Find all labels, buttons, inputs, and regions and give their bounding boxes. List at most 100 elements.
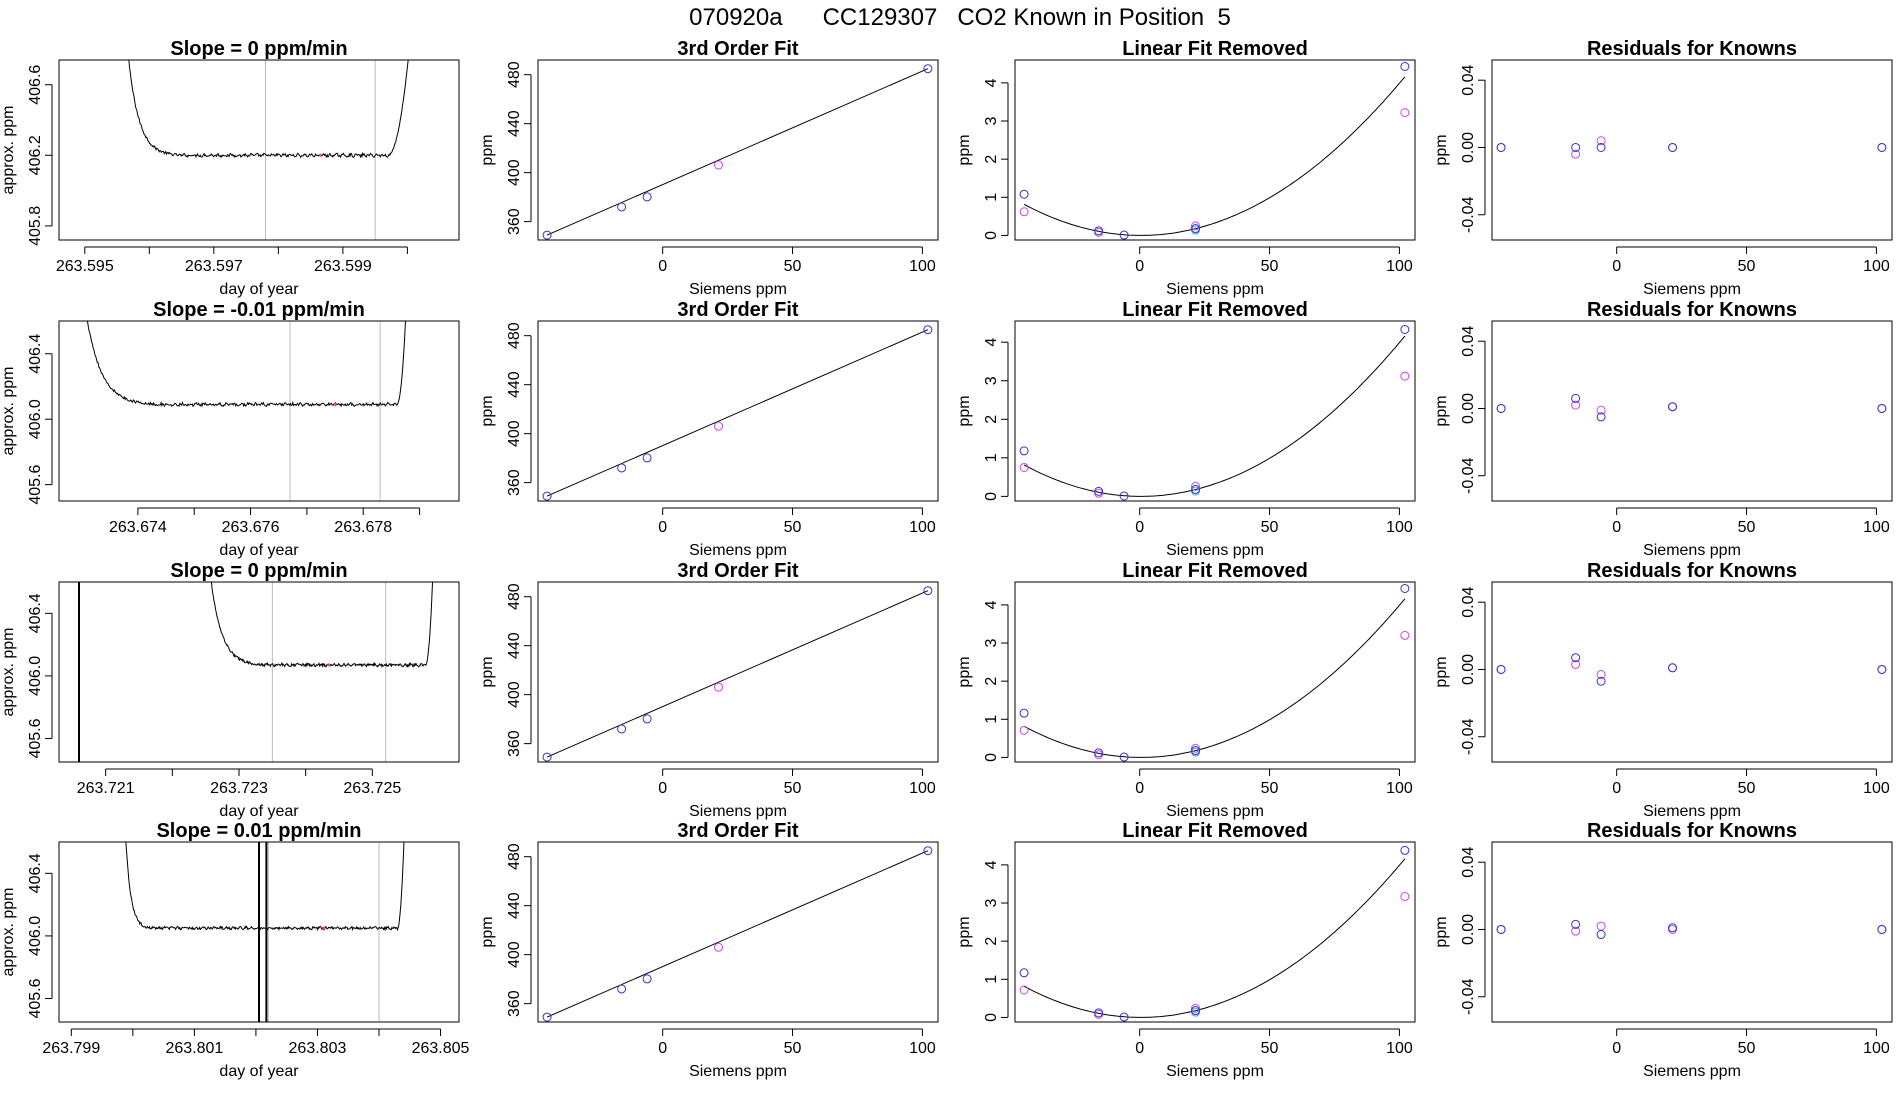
quadratic-curve: [1023, 858, 1406, 1018]
fit-line: [546, 68, 929, 236]
x-axis-label: day of year: [219, 542, 299, 559]
panel-title: Residuals for Knowns: [1587, 299, 1797, 321]
y-tick-label: 0: [983, 231, 1000, 240]
y-tick-label: 406.2: [27, 135, 44, 175]
y-tick-label: 360: [506, 990, 523, 1017]
plot-area: [1019, 324, 1410, 501]
known-residual-point: [1571, 142, 1581, 152]
concentration-trace: [125, 842, 405, 932]
y-tick-label: 0.00: [1460, 914, 1477, 945]
measured-residual-point: [1571, 149, 1581, 159]
known-residual-point: [1596, 930, 1606, 940]
known-point: [1119, 491, 1129, 501]
fit-point: [617, 202, 627, 212]
x-axis-label: day of year: [219, 803, 299, 820]
panel-title: Linear Fit Removed: [1122, 560, 1308, 582]
y-tick-label: 0.04: [1460, 847, 1477, 878]
plot-area: [542, 325, 933, 501]
x-tick-label: 0: [658, 519, 667, 536]
x-tick-label: 0: [1612, 780, 1621, 797]
x-tick-label: 100: [1863, 780, 1890, 797]
sample-mean-marker: [322, 926, 326, 930]
concentration-trace: [128, 60, 409, 159]
measured-point: [1019, 985, 1029, 995]
x-tick-label: 50: [1738, 1040, 1756, 1057]
y-tick-label: 406.4: [27, 593, 44, 633]
x-tick-label: 0: [1135, 1040, 1144, 1057]
plot-area: [78, 582, 434, 762]
x-tick-label: 0: [1612, 519, 1621, 536]
panel-title: Linear Fit Removed: [1122, 38, 1308, 60]
known-point: [1094, 1008, 1104, 1018]
y-axis-label: ppm: [1433, 134, 1450, 165]
y-tick-label: 4: [983, 600, 1000, 609]
x-axis-label: Siemens ppm: [1166, 1063, 1264, 1080]
y-tick-label: 480: [506, 61, 523, 88]
y-tick-label: 1: [983, 715, 1000, 724]
y-tick-label: 0.00: [1460, 393, 1477, 424]
measured-point: [1400, 630, 1410, 640]
known-point: [1400, 845, 1410, 855]
measured-point: [1191, 481, 1201, 491]
x-tick-label: 50: [784, 1040, 802, 1057]
measured-residual-point: [1596, 921, 1606, 931]
x-tick-label: 0: [1135, 258, 1144, 275]
known-residual-point: [1571, 393, 1581, 403]
y-axis-label: approx. ppm: [0, 106, 17, 195]
known-residual-point: [1496, 664, 1506, 674]
panel-title: Slope = 0.01 ppm/min: [156, 820, 361, 842]
known-point: [1191, 746, 1201, 756]
fit-point: [542, 752, 552, 762]
y-tick-label: 405.6: [27, 465, 44, 505]
x-tick-label: 0: [1612, 1040, 1621, 1057]
y-tick-label: -0.04: [1460, 457, 1477, 494]
plot-frame: [537, 841, 939, 1023]
y-tick-label: 480: [506, 583, 523, 610]
y-tick-label: 0.04: [1460, 65, 1477, 96]
y-tick-label: 406.0: [27, 399, 44, 439]
panel-title: Slope = 0 ppm/min: [170, 38, 347, 60]
y-axis-label: approx. ppm: [0, 628, 17, 717]
x-tick-label: 263.599: [314, 258, 372, 275]
measured-point: [1019, 725, 1029, 735]
plot-area: [128, 60, 409, 240]
y-tick-label: 440: [506, 110, 523, 137]
y-tick-label: 405.6: [27, 978, 44, 1018]
y-axis-label: ppm: [479, 134, 496, 165]
fit-point: [542, 491, 552, 501]
x-tick-label: 0: [1135, 519, 1144, 536]
fit-line: [546, 329, 929, 497]
plot-area: [1496, 919, 1887, 940]
panel-title: Residuals for Knowns: [1587, 38, 1797, 60]
x-axis-label: Siemens ppm: [1643, 281, 1741, 298]
fit-point: [923, 846, 933, 856]
plot-frame: [537, 320, 939, 502]
y-tick-label: 360: [506, 469, 523, 496]
fit-point: [923, 586, 933, 596]
quadratic-curve: [1023, 335, 1406, 497]
y-tick-label: 400: [506, 681, 523, 708]
concentration-trace: [210, 582, 434, 669]
panel-residuals-r4: Residuals for Knowns 0 50 100 -0.04 0.00 0.04 S…: [1433, 820, 1893, 1080]
plot-area: [542, 846, 933, 1022]
plot-frame: [58, 581, 460, 763]
x-tick-label: 50: [1738, 258, 1756, 275]
y-tick-label: 406.6: [27, 65, 44, 105]
x-tick-label: 100: [1386, 1040, 1413, 1057]
known-residual-point: [1596, 412, 1606, 422]
known-residual-point: [1571, 919, 1581, 929]
y-tick-label: 400: [506, 941, 523, 968]
known-residual-point: [1496, 142, 1506, 152]
panel-title: 3rd Order Fit: [677, 560, 798, 582]
plot-area: [1019, 583, 1410, 762]
x-tick-label: 100: [909, 1040, 936, 1057]
known-point: [1019, 446, 1029, 456]
x-tick-label: 263.723: [210, 780, 268, 797]
y-axis-label: ppm: [956, 916, 973, 947]
fit-line: [546, 590, 929, 758]
y-tick-label: 406.4: [27, 334, 44, 374]
fit-point: [617, 984, 627, 994]
plot-frame: [1014, 320, 1416, 502]
y-tick-label: 2: [983, 155, 1000, 164]
known-residual-point: [1496, 403, 1506, 413]
